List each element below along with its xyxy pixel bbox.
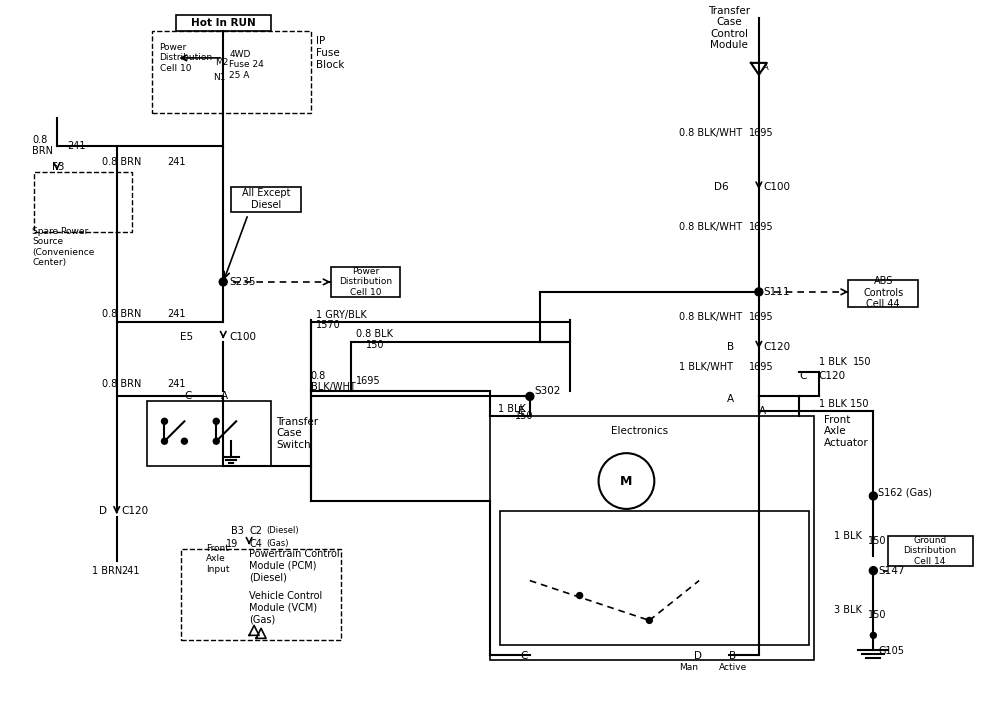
Text: B: B bbox=[729, 651, 736, 661]
Text: C4: C4 bbox=[249, 539, 262, 548]
Text: M2: M2 bbox=[215, 59, 229, 67]
Text: Vehicle Control
Module (VCM)
(Gas): Vehicle Control Module (VCM) (Gas) bbox=[249, 591, 322, 624]
Text: 1695: 1695 bbox=[749, 362, 774, 372]
Text: 0.8 BLK: 0.8 BLK bbox=[356, 329, 393, 339]
Text: 1695: 1695 bbox=[356, 377, 380, 387]
Circle shape bbox=[869, 567, 877, 575]
Text: Transfer
Case
Control
Module: Transfer Case Control Module bbox=[708, 6, 750, 51]
Circle shape bbox=[869, 492, 877, 500]
Text: S111: S111 bbox=[764, 287, 790, 297]
Text: C100: C100 bbox=[229, 332, 256, 342]
Text: Active: Active bbox=[719, 663, 747, 671]
Text: 0.8 BLK/WHT: 0.8 BLK/WHT bbox=[679, 312, 742, 322]
Text: Ground
Distribution
Cell 14: Ground Distribution Cell 14 bbox=[904, 536, 957, 566]
Text: C2: C2 bbox=[249, 526, 262, 536]
Text: C: C bbox=[799, 372, 807, 382]
Text: C: C bbox=[520, 651, 527, 661]
Text: 1695: 1695 bbox=[749, 127, 774, 137]
Text: B: B bbox=[727, 342, 734, 352]
Text: C100: C100 bbox=[764, 182, 791, 192]
Circle shape bbox=[161, 418, 167, 424]
Text: Power
Distribution
Cell 10: Power Distribution Cell 10 bbox=[339, 267, 392, 297]
Text: 3 BLK: 3 BLK bbox=[834, 606, 861, 616]
Text: 0.8 BLK/WHT: 0.8 BLK/WHT bbox=[679, 127, 742, 137]
Circle shape bbox=[646, 618, 652, 623]
Text: All Except
Diesel: All Except Diesel bbox=[242, 189, 290, 210]
Circle shape bbox=[755, 288, 763, 296]
Text: 241: 241 bbox=[122, 566, 140, 576]
Text: 4WD
Fuse 24
25 A: 4WD Fuse 24 25 A bbox=[229, 50, 264, 80]
Text: F3: F3 bbox=[52, 162, 64, 172]
Text: 1 BLK 150: 1 BLK 150 bbox=[819, 400, 868, 410]
Circle shape bbox=[213, 418, 219, 424]
Circle shape bbox=[577, 593, 583, 598]
Text: S147: S147 bbox=[878, 566, 905, 576]
Text: D6: D6 bbox=[714, 182, 729, 192]
Text: E5: E5 bbox=[180, 332, 193, 342]
Text: Power
Distribution
Cell 10: Power Distribution Cell 10 bbox=[160, 43, 213, 73]
Text: 150: 150 bbox=[853, 357, 872, 367]
Text: ABS
Controls
Cell 44: ABS Controls Cell 44 bbox=[863, 276, 903, 310]
Text: Transfer
Case
Switch: Transfer Case Switch bbox=[276, 417, 318, 450]
Text: 1695: 1695 bbox=[749, 312, 774, 322]
Circle shape bbox=[870, 632, 876, 638]
Text: B3: B3 bbox=[231, 526, 244, 536]
Text: E: E bbox=[518, 406, 525, 416]
Text: A: A bbox=[759, 406, 766, 416]
Text: 0.8
BLK/WHT: 0.8 BLK/WHT bbox=[311, 370, 356, 393]
Text: C: C bbox=[184, 391, 191, 401]
Text: 241: 241 bbox=[167, 380, 186, 390]
Circle shape bbox=[213, 438, 219, 444]
Text: 0.8 BRN: 0.8 BRN bbox=[102, 380, 141, 390]
Text: C120: C120 bbox=[122, 506, 149, 516]
Text: Front
Axle
Actuator: Front Axle Actuator bbox=[824, 415, 868, 448]
Circle shape bbox=[181, 438, 187, 444]
Text: 0.8 BLK/WHT: 0.8 BLK/WHT bbox=[679, 222, 742, 232]
Text: 1 GRY/BLK: 1 GRY/BLK bbox=[316, 310, 367, 320]
Text: (Diesel): (Diesel) bbox=[266, 526, 299, 536]
Text: D: D bbox=[694, 651, 702, 661]
Text: 1 BLK: 1 BLK bbox=[819, 357, 846, 367]
Text: 1 BRN: 1 BRN bbox=[92, 566, 122, 576]
Text: A: A bbox=[763, 64, 769, 72]
Text: A: A bbox=[221, 391, 228, 401]
Text: 150: 150 bbox=[868, 611, 887, 621]
Circle shape bbox=[526, 393, 534, 400]
Text: S162 (Gas): S162 (Gas) bbox=[878, 488, 932, 498]
Text: 19: 19 bbox=[226, 539, 238, 548]
Text: A: A bbox=[727, 395, 734, 405]
Text: Electronics: Electronics bbox=[611, 426, 668, 436]
Circle shape bbox=[219, 278, 227, 286]
Text: 1 BLK/WHT: 1 BLK/WHT bbox=[679, 362, 733, 372]
Text: 241: 241 bbox=[67, 141, 85, 151]
Text: 1695: 1695 bbox=[749, 222, 774, 232]
Text: Powertrain Control
Module (PCM)
(Diesel): Powertrain Control Module (PCM) (Diesel) bbox=[249, 549, 340, 582]
Text: D: D bbox=[99, 506, 107, 516]
Text: S235: S235 bbox=[229, 277, 256, 287]
Text: Man: Man bbox=[679, 663, 698, 671]
Text: 150: 150 bbox=[366, 340, 384, 350]
Text: C120: C120 bbox=[764, 342, 791, 352]
Text: S302: S302 bbox=[535, 386, 561, 396]
Text: 0.8 BRN: 0.8 BRN bbox=[102, 157, 141, 167]
Text: 0.8
BRN: 0.8 BRN bbox=[32, 134, 53, 157]
Text: IP
Fuse
Block: IP Fuse Block bbox=[316, 36, 344, 69]
Text: 0.8 BRN: 0.8 BRN bbox=[102, 309, 141, 319]
Text: M: M bbox=[620, 475, 633, 488]
Text: 1 BLK: 1 BLK bbox=[498, 405, 526, 415]
Circle shape bbox=[161, 438, 167, 444]
Text: N1: N1 bbox=[213, 74, 226, 82]
Text: Front
Axle
Input: Front Axle Input bbox=[206, 544, 230, 573]
Text: 241: 241 bbox=[167, 309, 186, 319]
Text: 1 BLK: 1 BLK bbox=[834, 531, 861, 541]
Text: (Gas): (Gas) bbox=[266, 539, 289, 548]
Text: 1570: 1570 bbox=[316, 320, 341, 330]
Text: Spare Power
Source
(Convenience
Center): Spare Power Source (Convenience Center) bbox=[32, 227, 94, 267]
Text: C120: C120 bbox=[819, 372, 846, 382]
Text: Hot In RUN: Hot In RUN bbox=[191, 18, 256, 28]
Text: 150: 150 bbox=[515, 411, 533, 421]
Text: 241: 241 bbox=[167, 157, 186, 167]
Text: 150: 150 bbox=[868, 536, 887, 546]
Text: G105: G105 bbox=[878, 646, 904, 656]
